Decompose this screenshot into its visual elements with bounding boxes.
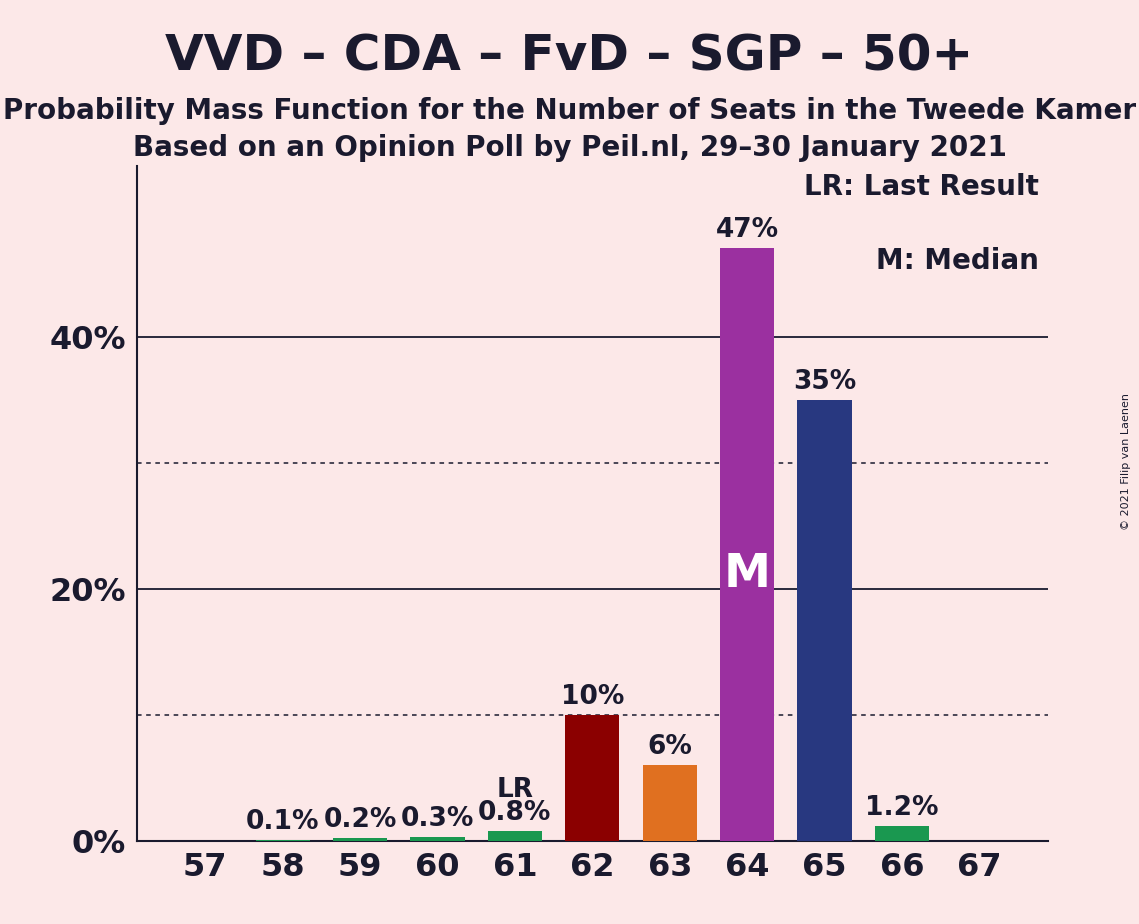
Text: 47%: 47% [715, 217, 779, 243]
Text: 0.1%: 0.1% [246, 808, 319, 834]
Text: 1.2%: 1.2% [866, 795, 939, 821]
Text: VVD – CDA – FvD – SGP – 50+: VVD – CDA – FvD – SGP – 50+ [165, 32, 974, 80]
Text: © 2021 Filip van Laenen: © 2021 Filip van Laenen [1121, 394, 1131, 530]
Bar [797, 399, 852, 841]
Text: Probability Mass Function for the Number of Seats in the Tweede Kamer: Probability Mass Function for the Number… [3, 97, 1136, 125]
Bar [333, 838, 387, 841]
Bar [255, 840, 310, 841]
Text: 6%: 6% [647, 735, 693, 760]
Bar [875, 826, 929, 841]
Text: M: M [723, 552, 771, 597]
Bar [487, 831, 542, 841]
Bar [565, 715, 620, 841]
Text: LR: Last Result: LR: Last Result [804, 173, 1039, 201]
Text: LR: LR [497, 777, 533, 803]
Bar [410, 837, 465, 841]
Text: 0.3%: 0.3% [401, 806, 474, 832]
Text: 10%: 10% [560, 684, 624, 710]
Bar [720, 249, 775, 841]
Text: Based on an Opinion Poll by Peil.nl, 29–30 January 2021: Based on an Opinion Poll by Peil.nl, 29–… [132, 134, 1007, 162]
Text: 35%: 35% [793, 369, 857, 395]
Text: 0.8%: 0.8% [478, 799, 551, 826]
Bar [642, 765, 697, 841]
Text: 0.2%: 0.2% [323, 808, 396, 833]
Text: M: Median: M: Median [876, 248, 1039, 275]
